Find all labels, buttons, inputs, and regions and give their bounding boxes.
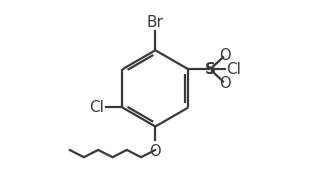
Text: O: O — [219, 48, 231, 63]
Text: Cl: Cl — [227, 62, 241, 77]
Text: O: O — [150, 144, 161, 159]
Text: O: O — [219, 76, 231, 91]
Text: Br: Br — [147, 15, 164, 30]
Text: S: S — [205, 62, 216, 77]
Text: Cl: Cl — [89, 100, 104, 115]
